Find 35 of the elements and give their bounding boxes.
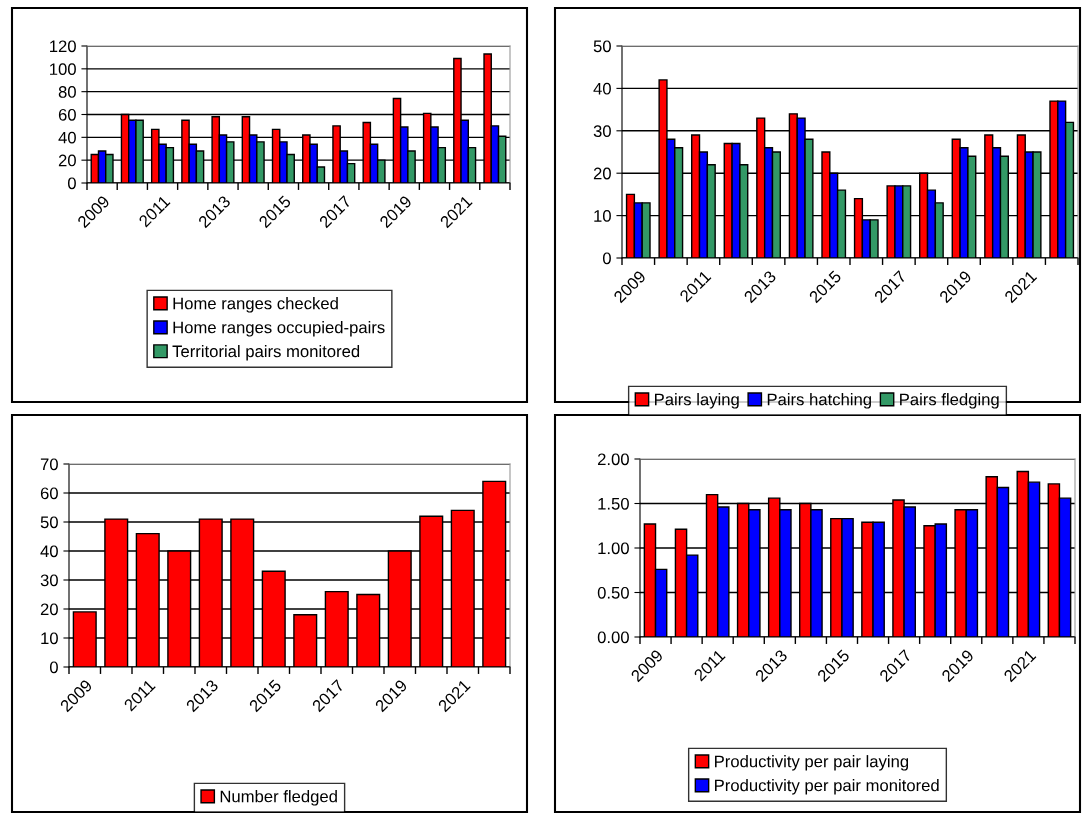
y-tick-label: 30 bbox=[40, 574, 58, 587]
y-tick-label: 0.50 bbox=[597, 586, 629, 599]
y-tick-label: 2.00 bbox=[597, 453, 629, 466]
y-tick-label: 40 bbox=[40, 545, 58, 558]
legend-label: Productivity per pair monitored bbox=[715, 779, 939, 795]
y-tick-label: 20 bbox=[40, 603, 58, 616]
y-tick-label: 120 bbox=[50, 40, 76, 53]
y-tick-label: 10 bbox=[41, 632, 58, 645]
y-tick-label: 20 bbox=[593, 167, 611, 180]
legend-label: Pairs laying bbox=[655, 393, 739, 409]
legend-label: Territorial pairs monitored bbox=[172, 345, 360, 361]
y-tick-label: 40 bbox=[58, 131, 76, 144]
legend-label: Home ranges checked bbox=[173, 297, 338, 313]
y-tick-label: 0 bbox=[49, 661, 58, 674]
legend-label: Home ranges occupied-pairs bbox=[173, 321, 385, 337]
y-tick-label: 60 bbox=[58, 108, 76, 121]
legend-label: Number fledged bbox=[220, 790, 337, 806]
y-tick-label: 1.50 bbox=[598, 497, 629, 510]
legend-label: Productivity per pair laying bbox=[715, 755, 909, 771]
y-tick-label: 50 bbox=[40, 516, 58, 529]
legend-label: Pairs hatching bbox=[767, 393, 871, 409]
y-tick-label: 80 bbox=[58, 86, 76, 98]
legend-label: Pairs fledging bbox=[900, 393, 999, 409]
y-tick-label: 70 bbox=[40, 458, 58, 471]
y-tick-label: 30 bbox=[593, 125, 611, 137]
y-tick-label: 60 bbox=[40, 487, 58, 500]
y-tick-label: 20 bbox=[58, 154, 76, 167]
y-tick-label: 10 bbox=[594, 210, 611, 222]
y-tick-label: 0 bbox=[67, 177, 76, 190]
y-tick-label: 50 bbox=[593, 40, 611, 53]
y-tick-label: 40 bbox=[593, 82, 611, 95]
y-tick-label: 0.00 bbox=[597, 631, 629, 644]
y-tick-label: 0 bbox=[602, 252, 611, 265]
y-tick-label: 1.00 bbox=[598, 542, 629, 555]
y-tick-label: 100 bbox=[50, 63, 76, 76]
